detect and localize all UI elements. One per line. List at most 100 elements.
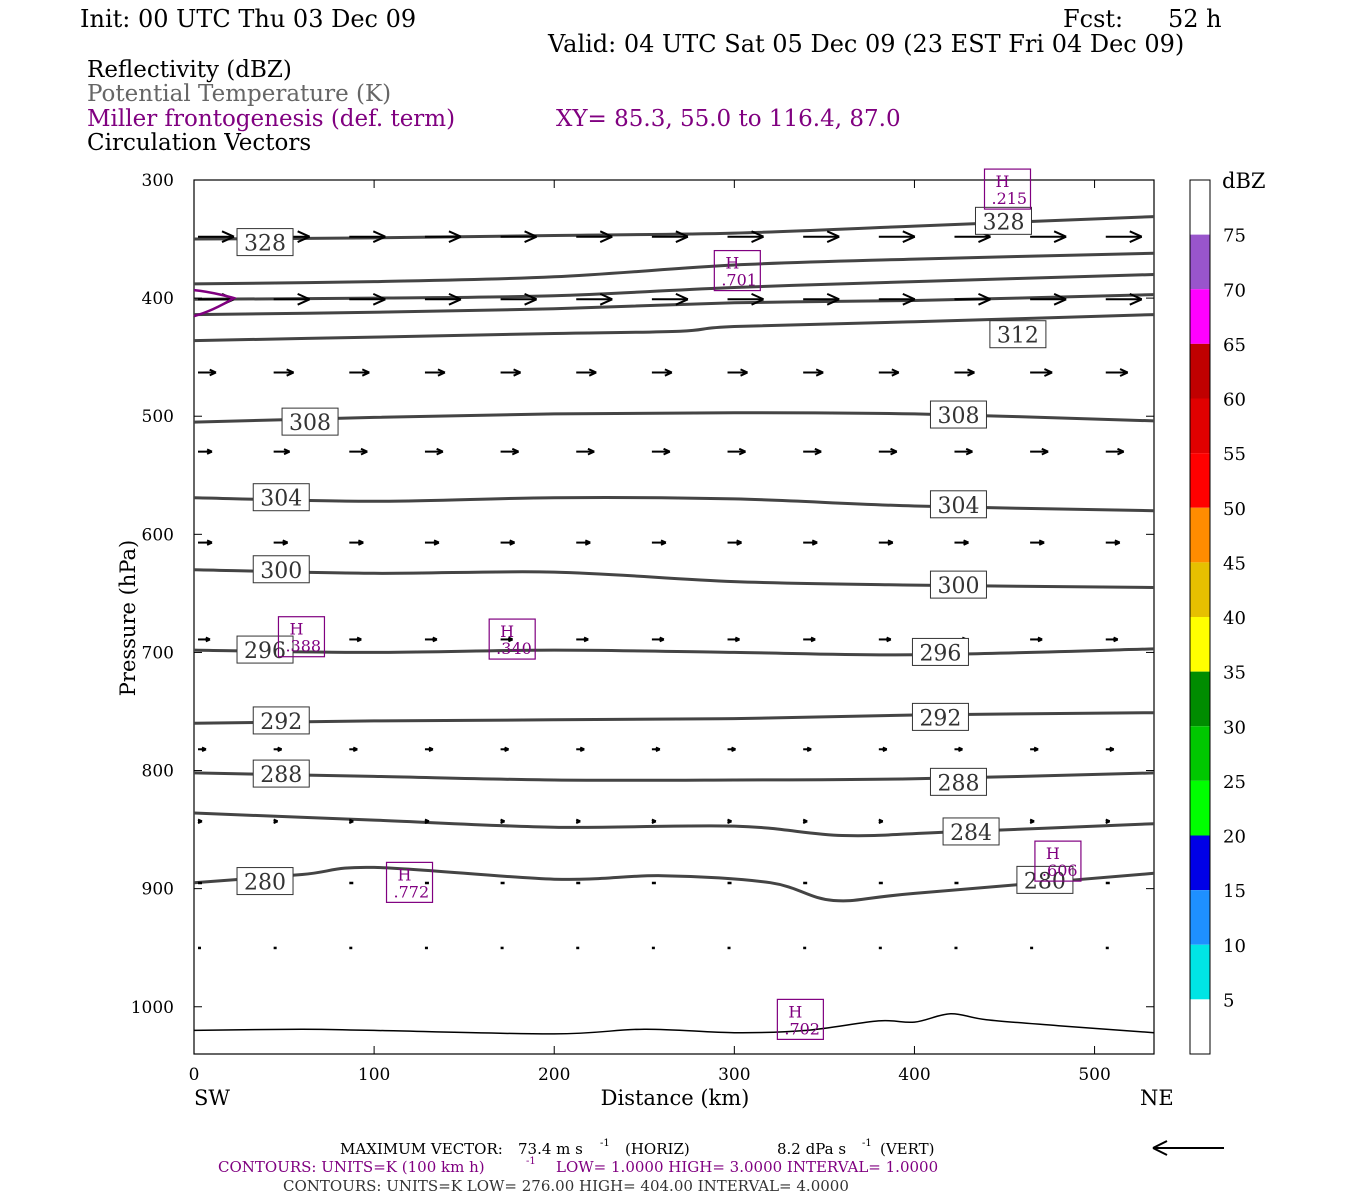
colorbar-swatch (1190, 289, 1210, 344)
isentrope-label-text: 296 (244, 639, 286, 664)
isentrope-312 (193, 313, 1155, 343)
vector-head (286, 368, 295, 377)
circulation-vector (424, 447, 444, 456)
circulation-vector (1105, 881, 1110, 885)
isentrope-label: 292 (911, 702, 969, 731)
vector-head (965, 447, 973, 456)
vector-head (814, 447, 822, 456)
circulation-vector (803, 746, 812, 752)
vector-head (448, 230, 462, 244)
y-tick-label: 700 (142, 643, 174, 663)
circulation-vector (273, 368, 295, 377)
isentrope-280 (193, 865, 1155, 903)
y-tick-label: 600 (142, 525, 174, 545)
vector-head (448, 292, 462, 306)
vector-head (513, 368, 521, 377)
isentrope-label: 284 (942, 817, 1000, 846)
circulation-vector (803, 881, 808, 885)
circulation-vector (349, 539, 364, 546)
isentrope-label-box (942, 817, 1000, 846)
forecast-hours: 52 h (1168, 5, 1222, 33)
vector-head (1044, 368, 1053, 377)
colorbar-swatch (1190, 398, 1210, 454)
vector-head (751, 292, 764, 306)
vector-head (978, 292, 991, 306)
frontogenesis-value: .701 (721, 271, 757, 290)
vector-head (1109, 746, 1115, 752)
frontogenesis-high-marker: H (398, 865, 412, 884)
x-axis-title: Distance (km) (601, 1086, 750, 1110)
vector-head (1129, 292, 1143, 306)
circulation-vector (1105, 636, 1119, 643)
colorbar-swatch (1190, 507, 1210, 563)
circulation-vector (500, 539, 515, 546)
circulation-vector (273, 539, 289, 546)
max-vector-vert-unit: (VERT) (880, 1140, 935, 1158)
isentrope-label-box (252, 759, 310, 788)
vector-dot (349, 946, 353, 950)
circulation-vector (878, 368, 900, 377)
vector-dot (727, 946, 731, 950)
frontogenesis-high-marker: H (725, 254, 739, 273)
vector-head (1119, 368, 1129, 377)
vector-head (659, 636, 665, 643)
frontogenesis-high-marker: H (995, 172, 1009, 191)
vector-head (282, 539, 289, 546)
isentrope-label: 308 (281, 407, 339, 436)
vector-head (731, 746, 736, 752)
frontogenesis-value: .388 (285, 637, 321, 656)
colorbar-level-label: 70 (1223, 280, 1246, 301)
colorbar-swatch (1190, 343, 1210, 399)
vector-head (958, 746, 963, 752)
circulation-vector (500, 230, 537, 244)
circulation-vector (348, 818, 354, 825)
colorbar-level-label: 55 (1223, 444, 1246, 465)
vector-head (1114, 539, 1121, 546)
circulation-vector (424, 539, 440, 546)
circulation-vector (803, 368, 824, 377)
colorbar-title: dBZ (1222, 169, 1265, 193)
circulation-vector (349, 946, 353, 950)
colorbar-level-label: 75 (1223, 226, 1246, 247)
vector-head (599, 230, 613, 244)
isentrope-label: 304 (252, 483, 310, 512)
circulation-vector (500, 636, 513, 643)
vector-head (1053, 230, 1067, 244)
circulation-vector (273, 746, 283, 752)
circulation-vector (1030, 539, 1045, 546)
isentrope-label-box (929, 767, 987, 796)
vector-head (579, 746, 585, 752)
vector-head (738, 447, 746, 456)
isentrope-324 (193, 251, 1155, 286)
vector-head (967, 368, 975, 377)
isentrope-label: 296 (911, 637, 969, 666)
vector-head (890, 447, 898, 456)
circulation-vector (349, 636, 362, 643)
frontogenesis-maximum: H.772 (385, 861, 434, 903)
plot-area: 328 328 312 308 308 304 304 300 300 296 296 292 292 2… (193, 168, 1155, 1040)
colorbar-level-label: 25 (1223, 772, 1246, 793)
isentrope-label-text: 304 (260, 487, 302, 512)
circulation-vector (727, 746, 736, 752)
circulation-vector (1030, 292, 1067, 306)
circulation-vector (651, 230, 689, 244)
vector-head (675, 230, 689, 244)
field-theta: Potential Temperature (K) (87, 81, 391, 107)
vector-head (372, 230, 386, 244)
circulation-vector (651, 368, 673, 377)
colorbar-level-label: 30 (1223, 717, 1246, 738)
circulation-vector (651, 447, 671, 456)
vector-head (1041, 447, 1049, 456)
colorbar-swatch (1190, 234, 1210, 290)
init-time: Init: 00 UTC Thu 03 Dec 09 (80, 5, 416, 33)
vector-head (424, 818, 430, 825)
vector-head (432, 636, 438, 643)
isentrope-label: 300 (252, 555, 310, 584)
y-tick-label: 400 (142, 289, 174, 309)
colorbar-level-label: 5 (1223, 990, 1234, 1011)
vector-head (1105, 818, 1111, 825)
frontogenesis-value: .215 (991, 189, 1027, 208)
vector-head (201, 746, 207, 752)
axes: 300 400 500 600 700 800 900 1000 0 100 200 300 400 50… (131, 171, 1154, 1085)
vector-dot (651, 881, 656, 885)
